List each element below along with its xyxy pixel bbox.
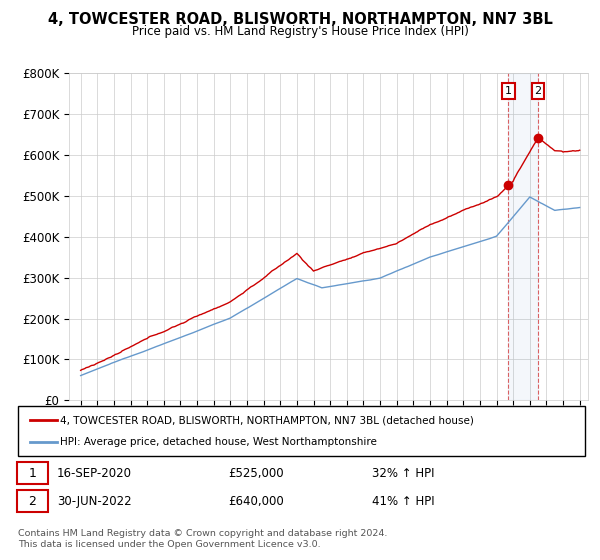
Text: 1: 1 (28, 466, 37, 480)
Text: 41% ↑ HPI: 41% ↑ HPI (372, 494, 434, 508)
Text: 1: 1 (505, 86, 512, 96)
Text: Contains HM Land Registry data © Crown copyright and database right 2024.
This d: Contains HM Land Registry data © Crown c… (18, 529, 388, 549)
Text: 30-JUN-2022: 30-JUN-2022 (57, 494, 131, 508)
Text: £525,000: £525,000 (228, 466, 284, 480)
Text: 16-SEP-2020: 16-SEP-2020 (57, 466, 132, 480)
Text: £640,000: £640,000 (228, 494, 284, 508)
Text: Price paid vs. HM Land Registry's House Price Index (HPI): Price paid vs. HM Land Registry's House … (131, 25, 469, 38)
Text: 4, TOWCESTER ROAD, BLISWORTH, NORTHAMPTON, NN7 3BL (detached house): 4, TOWCESTER ROAD, BLISWORTH, NORTHAMPTO… (60, 415, 474, 425)
Text: 32% ↑ HPI: 32% ↑ HPI (372, 466, 434, 480)
Text: 2: 2 (28, 494, 37, 508)
Text: HPI: Average price, detached house, West Northamptonshire: HPI: Average price, detached house, West… (60, 437, 377, 447)
Text: 2: 2 (535, 86, 542, 96)
Bar (508, 73, 538, 400)
Text: 4, TOWCESTER ROAD, BLISWORTH, NORTHAMPTON, NN7 3BL: 4, TOWCESTER ROAD, BLISWORTH, NORTHAMPTO… (47, 12, 553, 27)
